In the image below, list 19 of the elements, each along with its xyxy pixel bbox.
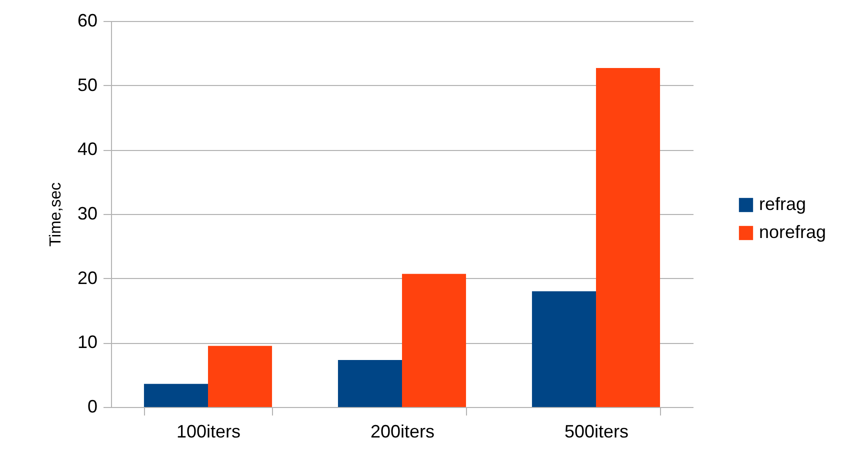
y-axis-title: Time,sec: [47, 182, 64, 247]
x-tick-label: 100iters: [176, 422, 241, 442]
legend-label: norefrag: [759, 222, 826, 242]
y-tick-label: 50: [77, 74, 98, 95]
y-tick-label: 40: [77, 139, 98, 160]
bar: [144, 384, 208, 407]
bar: [596, 68, 660, 407]
x-tick-label: 500iters: [564, 422, 629, 442]
legend-label: refrag: [759, 194, 806, 214]
bar: [338, 360, 402, 407]
y-tick-label: 30: [77, 204, 98, 224]
y-tick-label: 10: [77, 332, 98, 352]
y-tick-label: 20: [77, 268, 98, 288]
x-tick-label: 200iters: [370, 422, 435, 442]
bar: [402, 274, 466, 407]
y-tick-label: 0: [87, 396, 98, 416]
bar: [532, 291, 596, 407]
bar: [208, 346, 272, 407]
y-tick-label: 60: [77, 10, 98, 30]
